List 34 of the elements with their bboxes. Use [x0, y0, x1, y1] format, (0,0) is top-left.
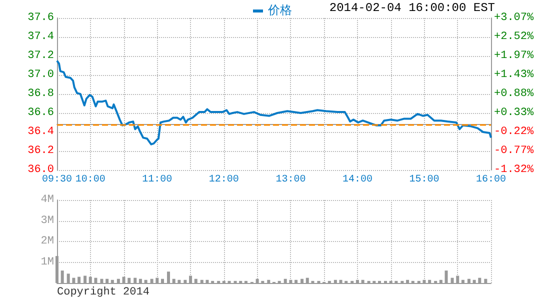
- y2-tick-label: +0.88%: [494, 88, 534, 100]
- y2-tick-label: -1.32%: [494, 164, 534, 176]
- x-tick-label: 15:00: [409, 174, 440, 186]
- y2-tick-label: +3.07%: [494, 12, 534, 24]
- y-tick-label: 3M: [40, 214, 54, 227]
- y-tick-label: 1M: [40, 256, 54, 268]
- y-tick-label: 36.2: [28, 145, 54, 157]
- y-tick-label: 2M: [40, 236, 54, 248]
- x-tick-label: 11:00: [142, 174, 172, 186]
- y2-tick-label: +0.33%: [494, 106, 534, 119]
- x-tick-label: 13:00: [276, 174, 306, 186]
- y2-tick-label: +1.97%: [494, 50, 534, 62]
- y-tick-label: 36.6: [28, 107, 54, 119]
- y-tick-label: 36.8: [28, 88, 54, 100]
- x-tick-label: 10:00: [75, 174, 106, 186]
- y-tick-label: 37.6: [28, 12, 54, 24]
- legend-label: 价格: [267, 4, 292, 18]
- chart-subtitle: 2014-02-04 16:00:00 EST: [329, 1, 496, 15]
- x-tick-label: 14:00: [342, 174, 372, 186]
- y2-tick-label: +2.52%: [494, 31, 534, 44]
- y2-tick-label: -0.22%: [494, 126, 534, 138]
- y-tick-label: 37.2: [28, 50, 54, 62]
- x-tick-label: 09:30: [42, 174, 72, 186]
- y2-tick-label: -0.77%: [494, 144, 534, 157]
- y-tick-label: 37.4: [28, 31, 54, 43]
- y-tick-label: 36.4: [28, 126, 54, 138]
- x-tick-label: 16:00: [476, 174, 506, 186]
- x-tick-label: 12:00: [208, 174, 239, 186]
- text: Copyright 2014: [57, 286, 150, 298]
- y2-tick-label: +1.43%: [494, 68, 534, 81]
- y-tick-label: 37.0: [28, 69, 54, 81]
- y-tick-label: 4M: [40, 194, 54, 206]
- line-series: [56, 60, 492, 146]
- y-tick-label: 36.0: [28, 164, 54, 176]
